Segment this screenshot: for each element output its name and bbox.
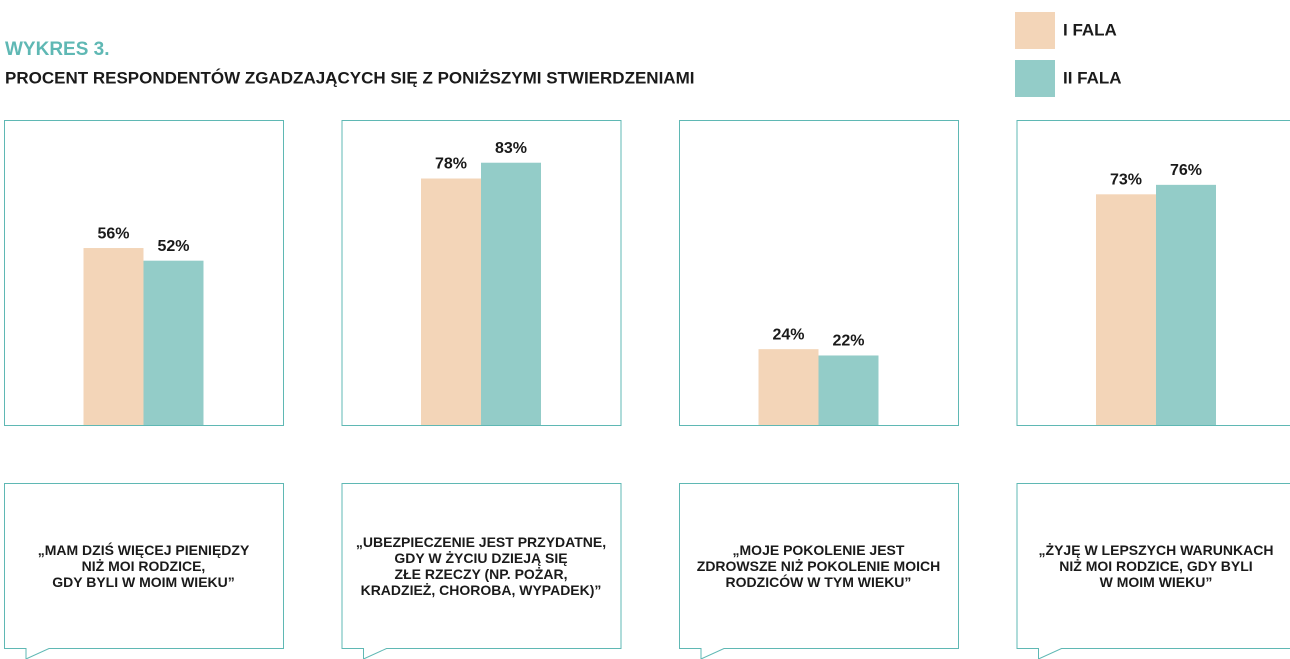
statement: „MAM DZIŚ WIĘCEJ PIENIĘDZY NIŻ MOI RODZI… xyxy=(37,541,250,590)
bar xyxy=(1096,194,1156,425)
statement: „ŻYJĘ W LEPSZYCH WARUNKACH NIŻ MOI RODZI… xyxy=(1038,541,1274,590)
bar xyxy=(421,178,481,425)
panel-frame xyxy=(1016,120,1290,426)
speech-bubble xyxy=(1016,483,1290,659)
panel-frame xyxy=(341,120,622,426)
panel-frame xyxy=(4,120,284,426)
value-label: 56% xyxy=(97,225,129,242)
speech-bubble xyxy=(341,483,622,659)
legend-swatch xyxy=(1015,12,1055,49)
value-label: 76% xyxy=(1170,162,1202,179)
bar xyxy=(143,260,204,425)
statement: „MOJE POKOLENIE JEST ZDROWSZE NIŻ POKOLE… xyxy=(696,541,941,590)
bar xyxy=(83,248,144,425)
value-label: 24% xyxy=(772,326,804,343)
value-label: 78% xyxy=(435,156,467,173)
value-label: 83% xyxy=(495,140,527,157)
value-label: 52% xyxy=(157,238,189,255)
legend-label: I FALA xyxy=(1063,20,1117,39)
speech-bubble xyxy=(4,483,284,659)
chart-subtitle: WYKRES 3. xyxy=(5,39,110,60)
legend-swatch xyxy=(1015,60,1055,97)
bar xyxy=(481,162,541,425)
legend-label: II FALA xyxy=(1063,68,1122,87)
bar xyxy=(1156,184,1216,425)
chart-title: PROCENT RESPONDENTÓW ZGADZAJĄCYCH SIĘ Z … xyxy=(5,68,694,87)
value-label: 22% xyxy=(832,333,864,350)
speech-bubble xyxy=(679,483,959,659)
statement: „UBEZPIECZENIE JEST PRZYDATNE, GDY W ŻYC… xyxy=(355,533,607,598)
bar xyxy=(818,355,879,425)
value-label: 73% xyxy=(1110,172,1142,189)
bar xyxy=(758,349,819,425)
panel-frame xyxy=(679,120,959,426)
